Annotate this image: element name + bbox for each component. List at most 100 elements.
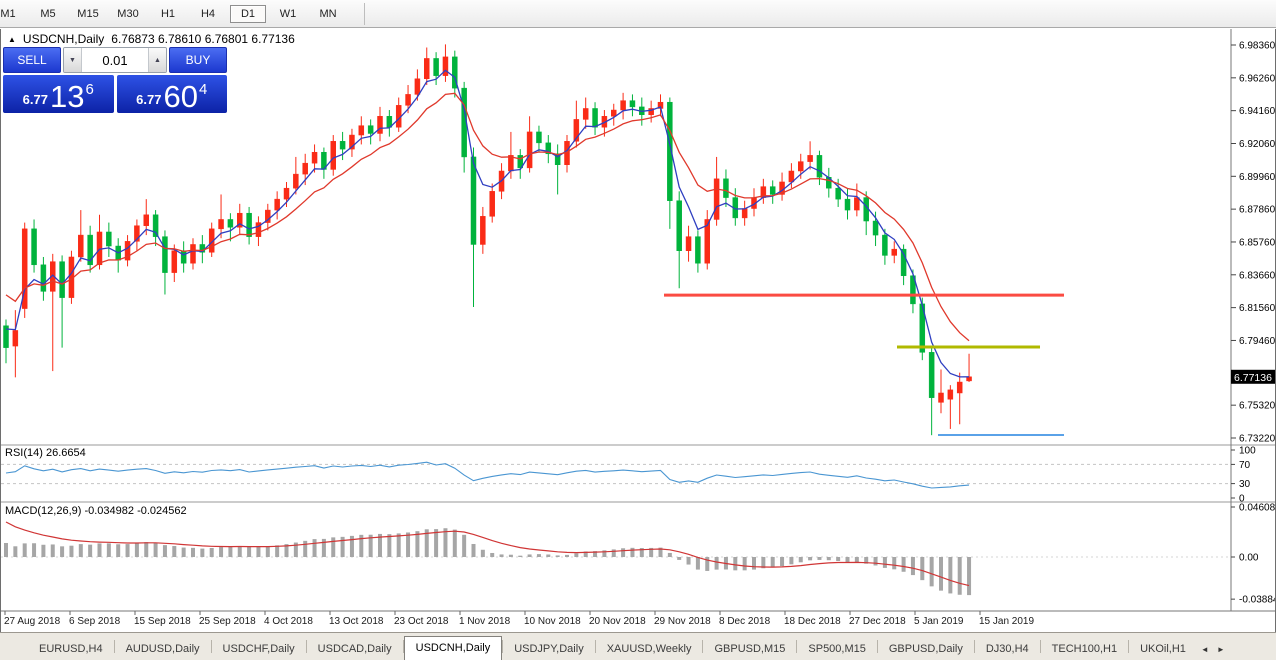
date-axis[interactable]: 27 Aug 2018 6 Sep 2018 15 Sep 2018 25 Sep 2…	[4, 611, 1034, 627]
macd-histogram-bar	[761, 557, 766, 569]
macd-histogram-bar	[284, 544, 289, 557]
candle-body	[882, 234, 888, 256]
chart-tab-EURUSD-H4[interactable]: EURUSD,H4	[39, 643, 103, 655]
timeframe-button-M5[interactable]: M5	[40, 7, 56, 20]
chart-tab-USDCHF-Daily[interactable]: USDCHF,Daily	[222, 643, 295, 655]
sell-button[interactable]: SELL	[3, 47, 61, 73]
buy-price-tile[interactable]: 6.77 60 4	[116, 75, 227, 113]
chart-ohlc-values: 6.76873 6.78610 6.76801 6.77136	[111, 32, 295, 46]
volume-decrease-button[interactable]: ▼	[64, 48, 82, 72]
candle-body	[723, 178, 729, 198]
macd-histogram-bar	[415, 531, 420, 557]
timeframe-button-row: M1 M5 M15 M30 H1 H4 D1 W1 MN	[0, 4, 348, 23]
candle-body	[293, 173, 299, 189]
chart-tab-GBPUSD-Daily[interactable]: GBPUSD,Daily	[888, 643, 963, 655]
chart-tab-USDJPY-Daily[interactable]: USDJPY,Daily	[514, 643, 584, 655]
candle-body	[620, 100, 626, 111]
chart-tab-UKOil-H1[interactable]: UKOil,H1	[1140, 643, 1186, 655]
macd-histogram-bar	[892, 557, 897, 570]
macd-histogram-bar	[378, 533, 382, 557]
chart-tab-XAUUSD-Weekly[interactable]: XAUUSD,Weekly	[606, 643, 692, 655]
chart-tab-AUDUSD-Daily[interactable]: AUDUSD,Daily	[125, 643, 200, 655]
macd-histogram-bar	[331, 537, 336, 557]
current-price-tag: 6.77136	[1231, 369, 1275, 384]
candle-body	[358, 125, 365, 136]
tab-scroll-left-button[interactable]: ◄	[1200, 645, 1209, 654]
macd-histogram-bar	[854, 557, 859, 563]
timeframe-button-M15[interactable]: M15	[77, 7, 99, 20]
trade-panel-toggle-icon[interactable]: ▲	[8, 34, 16, 44]
macd-histogram-bar	[658, 547, 663, 557]
macd-histogram-bar	[209, 547, 214, 557]
macd-histogram-bar	[565, 554, 569, 557]
price-axis[interactable]: 6.98360 6.96260 6.94160 6.92060 6.89960 6.878…	[1231, 41, 1275, 606]
chart-tab-GBPUSD-M15[interactable]: GBPUSD,M15	[714, 643, 786, 655]
buy-button[interactable]: BUY	[169, 47, 227, 73]
rsi-tick-label: 0	[1239, 494, 1245, 505]
sell-price-tile[interactable]: 6.77 13 6	[3, 75, 114, 113]
macd-histogram-bar	[471, 543, 476, 557]
timeframe-button-W1[interactable]: W1	[279, 7, 297, 20]
chart-tab-TECH100-H1[interactable]: TECH100,H1	[1051, 643, 1118, 655]
macd-histogram-bar	[50, 544, 55, 557]
macd-histogram-bar	[508, 554, 513, 557]
macd-histogram-bar	[228, 546, 233, 557]
macd-histogram-bar	[967, 557, 972, 596]
chart-window[interactable]: 6.98360 6.96260 6.94160 6.92060 6.89960 6.878…	[0, 29, 1276, 632]
candle-body	[928, 352, 935, 398]
macd-histogram-bar	[873, 557, 878, 566]
candle-body	[536, 131, 542, 144]
candle-body	[237, 212, 243, 228]
candle-body	[452, 56, 458, 89]
candle-body	[938, 392, 944, 403]
macd-histogram-bar	[733, 557, 738, 571]
macd-histogram-bar	[714, 557, 719, 570]
chart-tab-SP500-M15[interactable]: SP500,M15	[808, 643, 866, 655]
candle-body	[87, 234, 93, 266]
macd-histogram-bar	[88, 544, 93, 557]
price-tick-label: 6.98360	[1239, 41, 1275, 52]
candle-body	[106, 231, 112, 247]
candle-body	[171, 250, 178, 273]
timeframe-button-MN[interactable]: MN	[319, 7, 337, 20]
main-chart-svg[interactable]: 6.98360 6.96260 6.94160 6.92060 6.89960 6.878…	[1, 29, 1275, 631]
volume-input[interactable]: 0.01	[102, 52, 128, 68]
candle-body	[377, 116, 383, 134]
candle-body	[554, 153, 561, 165]
timeframe-button-H4[interactable]: H4	[200, 7, 216, 20]
macd-histogram-bar	[752, 557, 756, 570]
chart-tab-DJ30-H4[interactable]: DJ30,H4	[985, 643, 1029, 655]
macd-histogram-bar	[920, 557, 925, 581]
date-tick-label: 20 Nov 2018	[589, 616, 646, 627]
buy-price-pip: 4	[198, 81, 208, 98]
macd-histogram-bar	[303, 540, 308, 557]
candle-body	[545, 142, 552, 155]
timeframe-button-H1[interactable]: H1	[160, 7, 176, 20]
timeframe-button-M30[interactable]: M30	[117, 7, 139, 20]
tab-separator	[305, 640, 307, 653]
tab-separator	[702, 640, 704, 653]
macd-histogram-bar	[144, 542, 149, 557]
timeframe-button-D1[interactable]: D1	[230, 4, 266, 23]
candle-body	[741, 208, 748, 219]
chart-tab-USDCAD-Daily[interactable]: USDCAD,Daily	[317, 643, 392, 655]
tab-scroll-right-button[interactable]: ►	[1216, 645, 1225, 654]
macd-histogram-bar	[22, 543, 27, 557]
macd-histogram-bar	[677, 557, 682, 560]
macd-histogram-bar	[359, 534, 364, 557]
rsi-indicator-label: RSI(14) 26.6654	[5, 447, 86, 459]
candle-body	[302, 162, 308, 175]
candle-body	[956, 381, 963, 394]
candle-body	[807, 155, 813, 162]
volume-increase-button[interactable]: ▲	[148, 48, 166, 72]
tab-separator	[502, 640, 504, 653]
candle-body	[713, 178, 720, 220]
macd-histogram-bar	[106, 543, 111, 557]
chart-tab-USDCNH-Daily[interactable]: USDCNH,Daily	[403, 636, 503, 660]
macd-histogram-bar	[41, 544, 46, 557]
macd-histogram-bar	[60, 546, 65, 557]
timeframe-button-M1[interactable]: M1	[0, 7, 16, 20]
candle-body	[31, 228, 37, 266]
candle-body	[685, 236, 692, 251]
macd-histogram-bar	[275, 545, 280, 557]
